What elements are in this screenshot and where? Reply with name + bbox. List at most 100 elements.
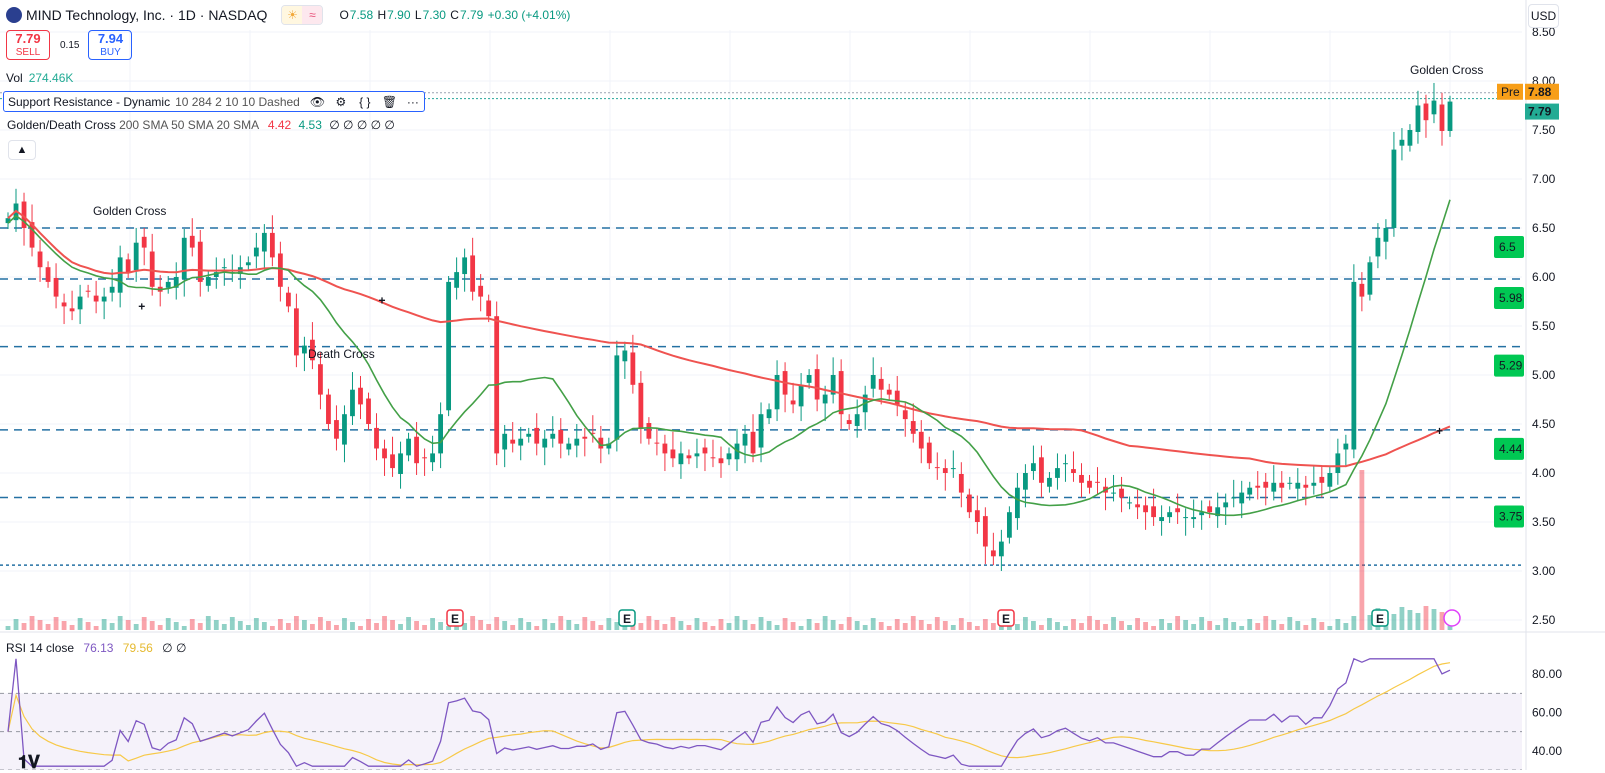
candle-body (53, 277, 59, 297)
level-price-label (1494, 236, 1524, 258)
volume-bar (566, 620, 572, 630)
candle-body (486, 300, 492, 317)
price-tick-label: 4.50 (1532, 417, 1556, 431)
candle-body (430, 453, 435, 463)
candle-body (117, 257, 123, 293)
candle-body (790, 400, 796, 405)
candle-body (1399, 139, 1405, 146)
candle-body (85, 290, 91, 292)
candle-body (1135, 504, 1140, 508)
candle-body (1319, 476, 1325, 483)
volume-bar (1431, 609, 1437, 630)
settings-icon[interactable]: ⚙ (335, 94, 347, 109)
buy-button[interactable]: 7.94 BUY (88, 30, 133, 60)
candle-body (1055, 468, 1060, 478)
volume-bar (269, 626, 275, 630)
candle-body (598, 437, 604, 449)
candle-body (1079, 474, 1084, 483)
volume-bar (430, 618, 435, 630)
volume-bar (934, 617, 940, 630)
candle-body (894, 390, 900, 405)
volume-bar (710, 626, 716, 630)
candle-body (1423, 103, 1429, 121)
price-tick-label: 8.50 (1532, 25, 1556, 39)
volume-bar (189, 619, 195, 630)
volume-bar (1191, 624, 1197, 630)
candle-body (590, 432, 596, 434)
sell-button[interactable]: 7.79 SELL (6, 30, 50, 60)
candle-body (854, 414, 860, 426)
volume-bar (646, 616, 652, 630)
candle-body (165, 281, 171, 288)
volume-legend[interactable]: Vol 274.46K (6, 71, 74, 85)
candle-body (1343, 443, 1349, 450)
volume-bar (422, 625, 427, 630)
rsi-legend[interactable]: RSI 14 close 76.13 79.56 ∅ ∅ (6, 641, 187, 655)
tradingview-logo[interactable]: 𝟏𝐕 (18, 752, 40, 772)
dividend-event-icon (1443, 609, 1461, 627)
volume-bar (1111, 617, 1116, 630)
rsi-tick-label: 80.00 (1532, 667, 1562, 681)
volume-bar (1127, 625, 1132, 630)
level-price-label-text: 4.44 (1499, 442, 1523, 456)
earnings-icon (618, 609, 636, 627)
volume-bar (614, 622, 620, 630)
volume-bar (782, 618, 788, 630)
candle-body (574, 438, 580, 446)
symbol-title[interactable]: MIND Technology, Inc. · 1D · NASDAQ (26, 7, 268, 23)
candle-body (125, 259, 131, 273)
volume-bar (886, 626, 892, 630)
candle-body (582, 436, 588, 439)
candle-body (318, 364, 323, 395)
death-cross-label: Death Cross (308, 347, 375, 361)
volume-bar (61, 621, 67, 630)
candle-body (1111, 492, 1116, 494)
candle-body (189, 235, 195, 248)
currency-selector[interactable]: USD (1528, 4, 1559, 28)
volume-bar (69, 625, 75, 630)
candle-body (1255, 485, 1261, 488)
volume-bar (510, 625, 516, 630)
candle-body (942, 468, 948, 473)
trash-icon[interactable]: 🗑 (381, 94, 398, 109)
eye-icon[interactable]: 👁 (309, 94, 326, 109)
candle-body (285, 292, 291, 307)
volume-bar (558, 616, 564, 630)
volume-bar (470, 616, 476, 630)
volume-bar (53, 617, 59, 630)
candle-body (1175, 508, 1181, 513)
collapse-legend-button[interactable]: ▲ (8, 140, 36, 160)
candle-body (1087, 480, 1092, 488)
candle-body (654, 442, 660, 444)
candle-body (998, 541, 1004, 557)
last-price-tag (1525, 103, 1559, 120)
volume-bar (37, 620, 43, 630)
candle-body (510, 439, 516, 444)
rsi-line (7, 657, 1451, 768)
candle-body (558, 429, 564, 444)
candle-body (173, 277, 179, 288)
volume-bar (822, 616, 828, 630)
session-toggle[interactable]: ☀ ≈ (281, 5, 324, 25)
volume-bar (1207, 621, 1213, 630)
price-tick-label: 2.50 (1532, 613, 1556, 627)
source-code-icon[interactable]: { } (359, 94, 371, 109)
candle-body (1311, 482, 1317, 486)
volume-bar (1303, 625, 1309, 630)
ohlc-readout: O7.58 H7.90 L7.30 C7.79 +0.30 (+4.01%) (339, 8, 571, 22)
support-resistance-legend[interactable]: Support Resistance - Dynamic 10 284 2 10… (3, 91, 425, 112)
candle-body (1327, 473, 1333, 487)
wave-icon[interactable]: ≈ (302, 6, 323, 24)
volume-bar (253, 618, 259, 630)
level-price-label (1494, 505, 1524, 528)
candle-body (798, 384, 804, 407)
more-icon[interactable]: ··· (406, 94, 419, 109)
level-price-label-text: 3.75 (1499, 510, 1523, 524)
volume-bar (1423, 606, 1429, 630)
candle-body (1375, 237, 1381, 257)
golden-death-cross-legend[interactable]: Golden/Death Cross 200 SMA 50 SMA 20 SMA… (7, 118, 395, 132)
candle-body (1014, 487, 1020, 519)
candle-body (1071, 469, 1076, 473)
sun-icon[interactable]: ☀ (282, 6, 303, 24)
